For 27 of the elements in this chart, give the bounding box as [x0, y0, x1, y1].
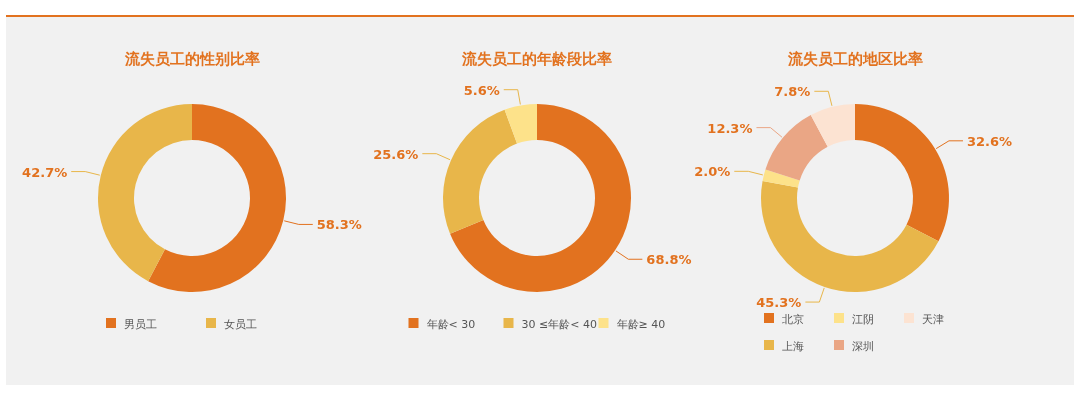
data-label: 58.3% [316, 217, 362, 233]
legend-label: 年龄< 30 [426, 318, 476, 331]
legend-label: 女员工 [224, 318, 257, 331]
donut-slice [762, 169, 800, 188]
donut-slice [504, 104, 537, 144]
legend-label: 天津 [922, 313, 944, 326]
donut-slice [450, 104, 631, 292]
chart-title: 流失员工的性别比率 [123, 50, 260, 68]
legend-label: 北京 [782, 313, 804, 326]
legend-label: 江阴 [852, 313, 874, 326]
data-label: 12.3% [707, 120, 753, 136]
legend-label: 男员工 [124, 318, 157, 331]
data-label: 45.3% [756, 295, 802, 311]
chart-title: 流失员工的地区比率 [786, 50, 923, 68]
data-label: 7.8% [774, 84, 811, 100]
data-label: 2.0% [694, 164, 731, 180]
donut-slice [810, 104, 855, 147]
data-label: 25.6% [373, 146, 419, 162]
data-label: 5.6% [463, 82, 500, 98]
legend-label: 深圳 [852, 340, 874, 353]
legend-label: 年龄≥ 40 [616, 318, 666, 331]
chart-title: 流失员工的年龄段比率 [461, 50, 612, 68]
legend-label: 上海 [782, 340, 804, 353]
data-label: 32.6% [966, 133, 1013, 149]
data-label: 42.7% [22, 164, 68, 180]
legend-label: 30 ≤年龄< 40 [521, 318, 597, 331]
data-label: 68.8% [646, 252, 692, 268]
